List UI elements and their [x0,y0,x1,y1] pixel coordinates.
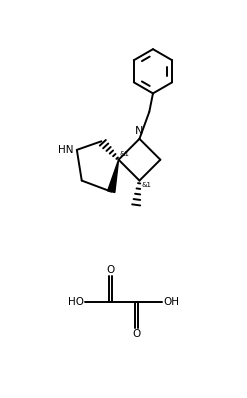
Polygon shape [108,160,119,193]
Text: HO: HO [68,297,83,307]
Text: OH: OH [164,297,179,307]
Text: O: O [106,265,115,275]
Text: HN: HN [58,145,74,155]
Text: N: N [135,126,144,136]
Text: &1: &1 [142,182,151,188]
Text: O: O [132,329,141,339]
Text: &1: &1 [120,151,130,157]
